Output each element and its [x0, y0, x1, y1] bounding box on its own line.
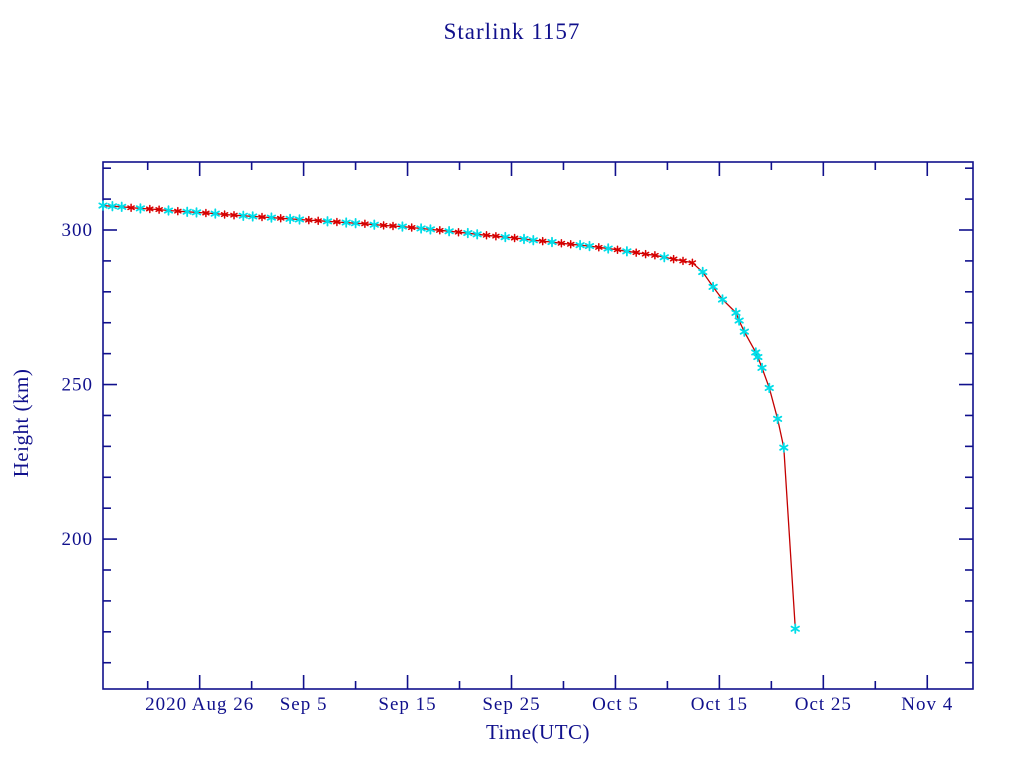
data-marker — [117, 201, 127, 213]
data-marker — [145, 204, 154, 214]
data-marker — [389, 221, 397, 231]
data-marker — [361, 219, 369, 229]
data-marker — [757, 362, 767, 374]
data-marker — [454, 227, 463, 237]
data-marker — [482, 231, 491, 240]
y-tick-label: 250 — [62, 375, 94, 396]
data-marker — [779, 442, 789, 453]
data-marker — [659, 251, 669, 263]
data-marker — [182, 206, 192, 218]
data-marker — [174, 206, 182, 216]
x-tick-label: Oct 25 — [795, 694, 852, 715]
data-marker — [698, 266, 708, 278]
data-marker — [202, 208, 210, 218]
data-marker — [135, 203, 146, 214]
data-marker — [731, 307, 741, 319]
x-tick-label: Sep 5 — [280, 694, 328, 715]
data-marker — [688, 258, 697, 268]
data-marker — [773, 413, 783, 425]
data-marker — [285, 213, 295, 225]
data-marker — [163, 205, 174, 216]
data-marker — [98, 200, 108, 211]
y-tick-label: 300 — [62, 220, 94, 241]
data-marker — [641, 249, 650, 259]
data-marker — [220, 210, 229, 219]
data-marker — [651, 251, 659, 260]
data-marker — [155, 205, 163, 214]
data-marker — [510, 233, 519, 243]
data-marker — [107, 200, 117, 212]
data-marker — [790, 623, 800, 634]
data-marker — [425, 224, 436, 235]
data-marker — [238, 210, 248, 222]
plot-frame — [102, 161, 974, 690]
data-marker — [669, 254, 678, 264]
data-marker — [739, 326, 749, 337]
data-marker — [248, 211, 258, 222]
data-marker — [435, 226, 444, 235]
data-marker — [472, 229, 482, 240]
x-tick-label: Sep 15 — [378, 694, 436, 715]
data-marker — [276, 214, 285, 223]
y-axis-title: Height (km) — [9, 369, 33, 478]
chart-title: Starlink 1157 — [444, 19, 581, 44]
data-marker — [632, 248, 641, 257]
data-marker — [622, 246, 632, 257]
data-marker — [210, 208, 220, 219]
y-tick-label: 200 — [62, 529, 94, 550]
data-marker — [379, 221, 388, 230]
data-marker — [314, 216, 322, 225]
data-marker — [613, 245, 622, 255]
data-marker — [557, 239, 566, 248]
data-marker — [500, 231, 510, 243]
data-marker — [492, 231, 500, 241]
data-marker — [266, 212, 277, 223]
plot-area: 2020 Aug 26 Sep 5 Sep 15 Sep 25 Oct 5 Oct 15 O… — [62, 161, 974, 715]
data-marker — [528, 234, 538, 246]
data-marker — [407, 223, 416, 232]
x-tick-label: 2020 Aug 26 — [145, 694, 254, 715]
data-marker — [294, 214, 305, 225]
data-marker — [717, 294, 728, 305]
data-marker — [547, 236, 557, 248]
data-marker — [734, 315, 744, 326]
data-marker — [764, 382, 774, 394]
data-marker — [350, 217, 361, 229]
data-marker — [322, 216, 333, 227]
data-marker — [753, 351, 763, 363]
data-marker — [230, 210, 238, 220]
data-marker — [333, 217, 341, 227]
data-marker — [603, 243, 613, 254]
data-marker — [595, 243, 603, 252]
data-marker — [397, 221, 408, 232]
data-marker — [708, 281, 718, 293]
x-axis-title: Time(UTC) — [486, 720, 590, 744]
x-tick-label: Sep 25 — [482, 694, 540, 715]
data-marker — [191, 207, 202, 218]
x-tick-label: Oct 15 — [691, 694, 748, 715]
data-marker — [519, 233, 529, 245]
data-marker — [341, 217, 351, 228]
data-marker — [127, 203, 135, 212]
data-marker — [566, 239, 575, 249]
x-tick-label: Nov 4 — [901, 694, 953, 715]
data-marker — [538, 236, 547, 246]
data-marker — [444, 225, 454, 237]
data-line — [102, 204, 796, 629]
data-marker — [416, 223, 426, 234]
data-marker — [305, 215, 313, 225]
data-marker — [584, 240, 595, 252]
x-tick-label: Oct 5 — [592, 694, 639, 715]
data-marker — [369, 219, 379, 230]
data-marker — [679, 256, 687, 266]
data-marker — [463, 227, 473, 239]
data-marker — [575, 239, 585, 251]
data-marker — [258, 212, 266, 222]
